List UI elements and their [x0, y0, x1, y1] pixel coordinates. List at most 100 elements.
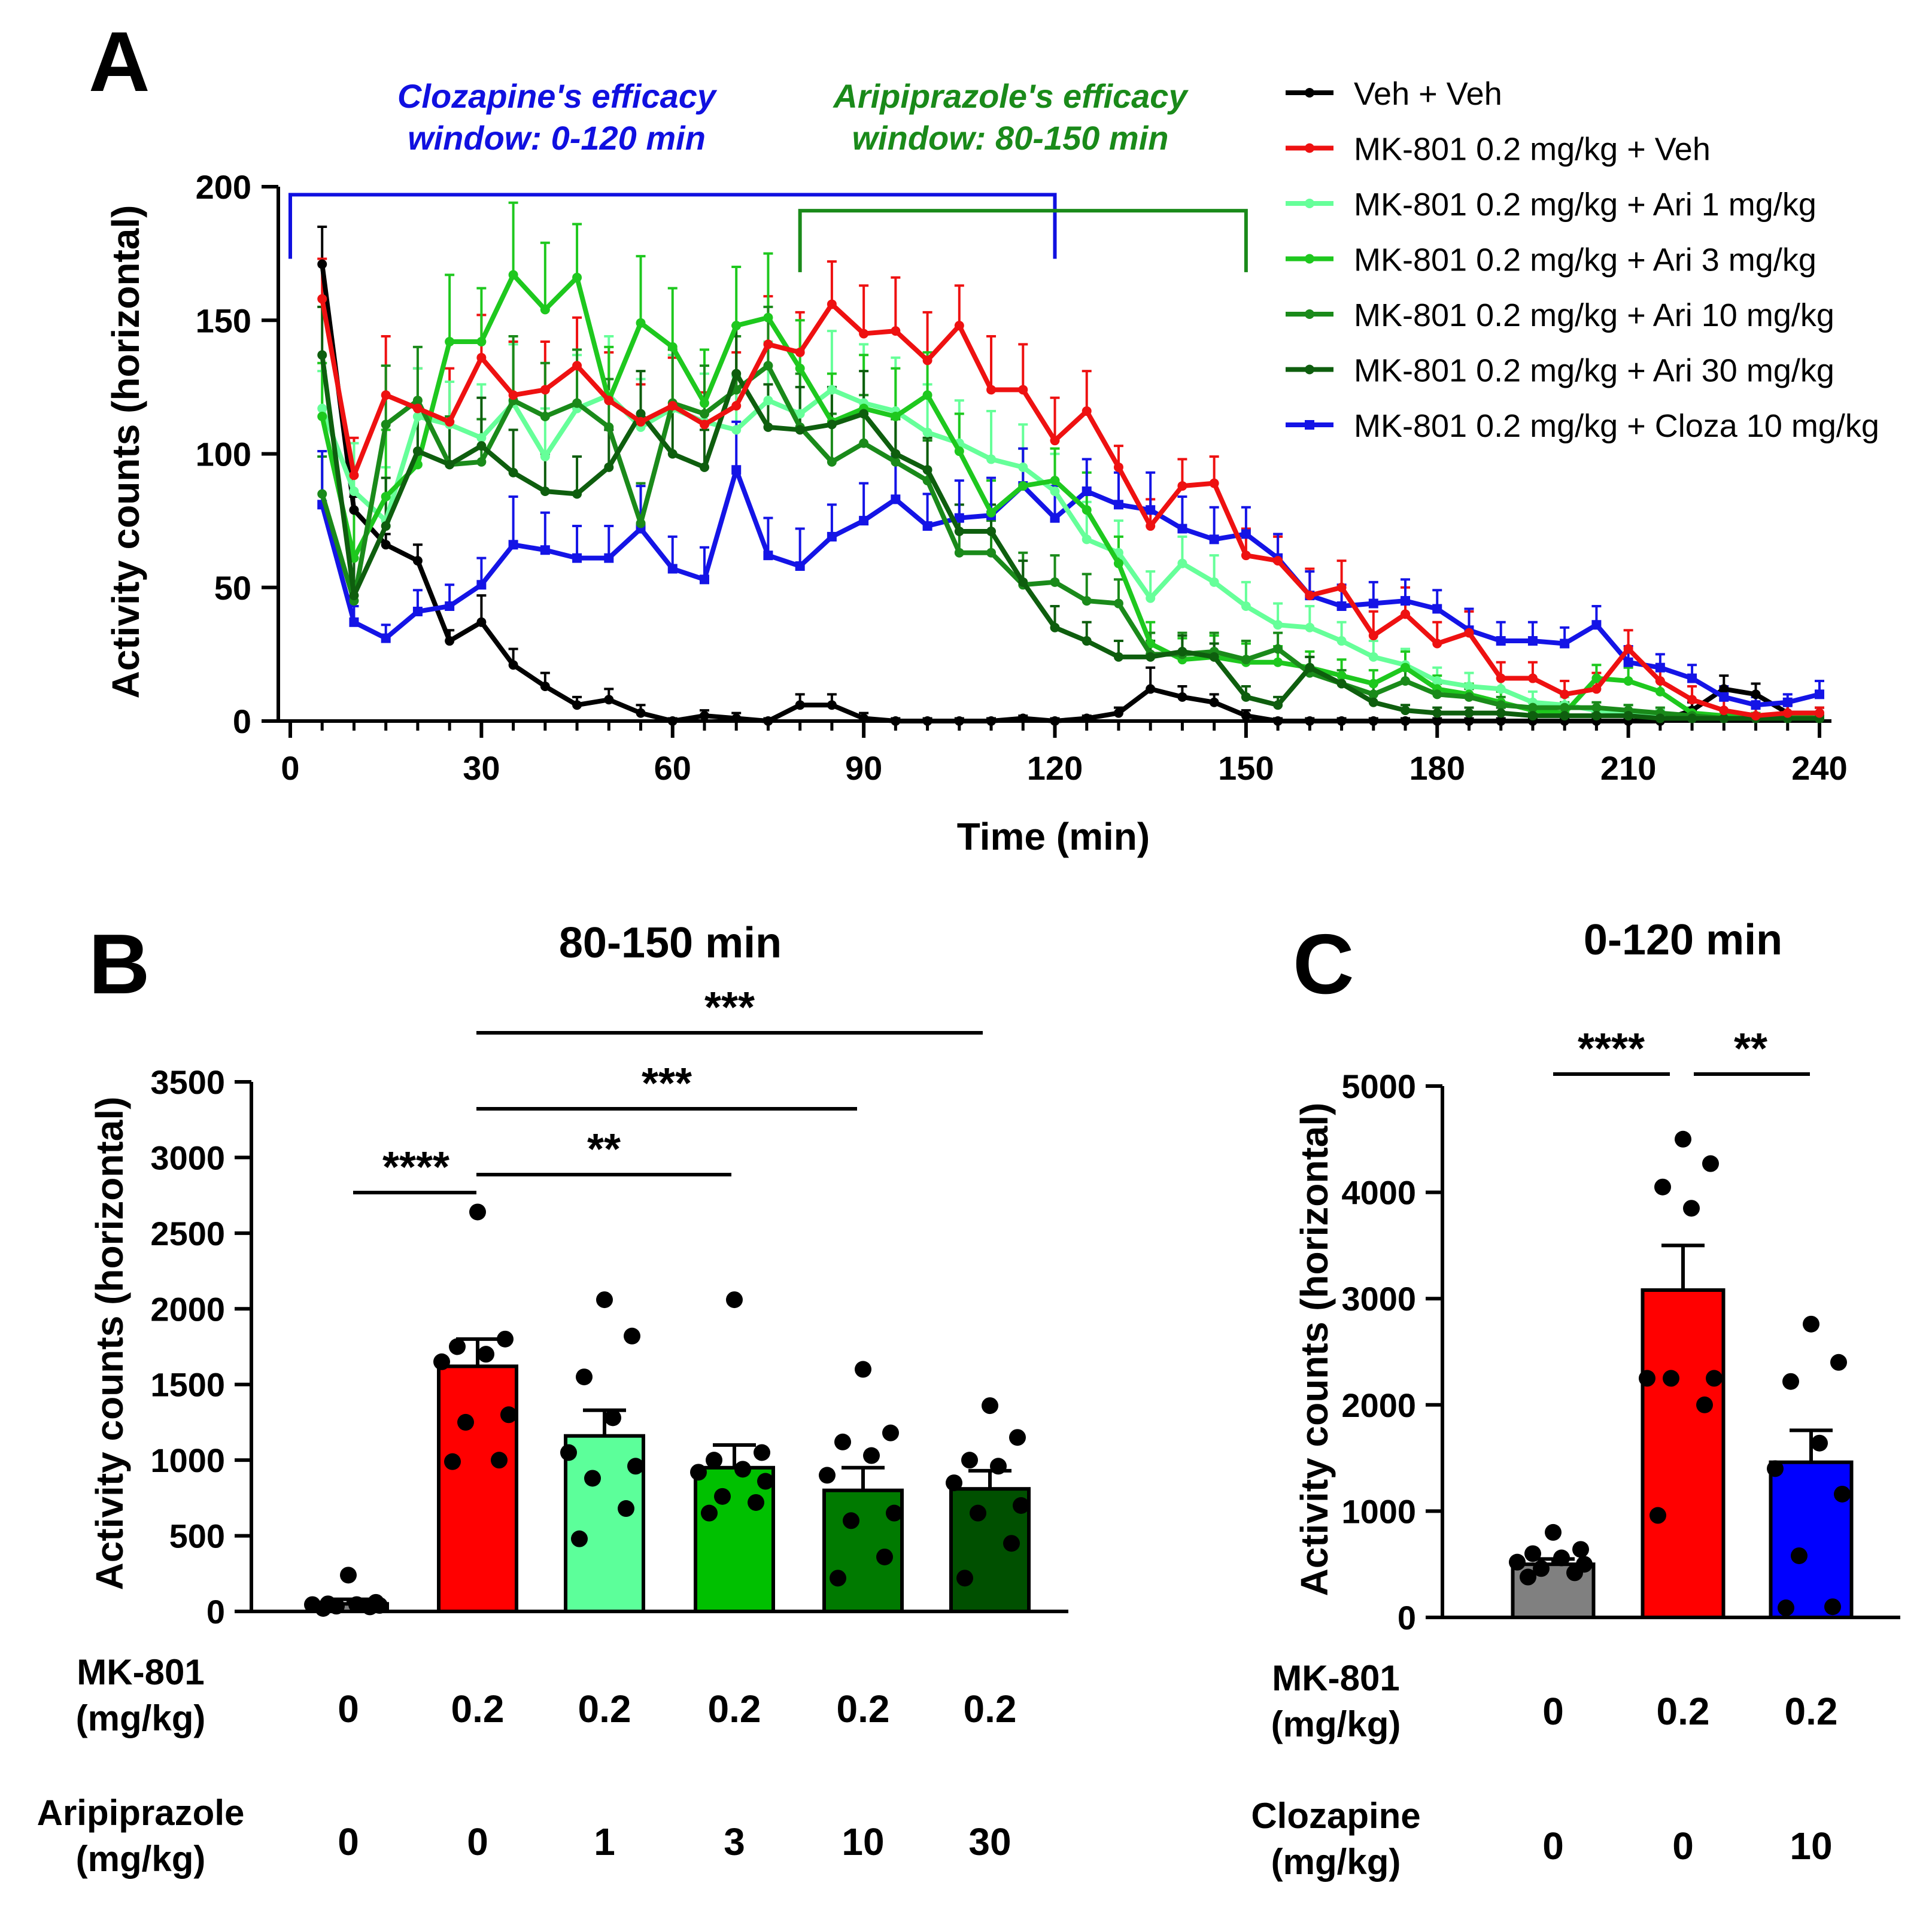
data-point	[1432, 689, 1442, 700]
individual-point	[1572, 1541, 1589, 1558]
data-point	[1209, 652, 1219, 662]
data-point	[1496, 673, 1506, 683]
data-point	[1655, 713, 1665, 723]
data-point	[1177, 558, 1187, 568]
individual-point	[961, 1452, 978, 1469]
data-point	[667, 342, 678, 352]
data-point	[1050, 436, 1060, 446]
individual-point	[886, 1504, 903, 1522]
data-point	[763, 396, 773, 406]
aripiprazole-window-annotation-line-2: window: 80-150 min	[852, 119, 1169, 157]
data-point	[1050, 513, 1060, 523]
data-point	[476, 441, 487, 451]
individual-point	[444, 1453, 461, 1470]
data-point	[1527, 711, 1538, 721]
data-point	[731, 465, 742, 475]
data-point	[1113, 462, 1123, 472]
data-point	[1336, 716, 1347, 726]
bar	[1769, 1460, 1854, 1620]
data-point	[1432, 604, 1442, 614]
data-point	[1241, 711, 1251, 721]
mk801-dose: 0.2	[708, 1687, 761, 1731]
x-tick-label: 0	[281, 749, 299, 787]
data-point	[922, 390, 932, 400]
data-point	[922, 521, 932, 531]
data-point	[1082, 534, 1092, 545]
individual-point	[348, 1596, 365, 1613]
data-point	[699, 711, 709, 721]
data-point	[1368, 697, 1378, 707]
individual-point	[1650, 1507, 1666, 1524]
data-point	[1368, 631, 1378, 641]
panel-a-xlabel: Time (min)	[957, 815, 1150, 858]
data-point	[572, 272, 582, 282]
series-line	[320, 363, 1819, 721]
data-point	[1146, 593, 1156, 603]
data-point	[1241, 692, 1251, 702]
individual-point	[706, 1452, 722, 1469]
data-point	[381, 390, 391, 400]
data-point	[827, 419, 837, 430]
data-point	[859, 409, 869, 419]
data-point	[508, 540, 518, 550]
y-tick-label: 0	[233, 702, 251, 740]
data-point	[1623, 711, 1633, 721]
individual-point	[304, 1596, 321, 1613]
individual-point	[1696, 1396, 1713, 1413]
data-point	[1464, 628, 1474, 638]
panel-a-errorbars	[317, 201, 1824, 721]
data-point	[1050, 622, 1060, 632]
individual-point	[834, 1433, 851, 1450]
data-point	[1655, 676, 1665, 686]
individual-point	[320, 1595, 336, 1613]
drug-dose: 0	[338, 1820, 359, 1863]
data-point	[731, 425, 742, 435]
data-point	[954, 446, 964, 457]
data-point	[1209, 534, 1219, 545]
data-point	[763, 716, 773, 726]
data-point	[317, 489, 327, 499]
data-point	[572, 553, 582, 563]
x-tick-label: 60	[654, 749, 691, 787]
data-point	[699, 574, 709, 585]
drug-dose: 3	[724, 1820, 745, 1863]
panel-b-dose-table: MK-801 (mg/kg) Aripiprazole (mg/kg) 0 0.2…	[37, 1652, 1017, 1879]
panel-c: C 0-120 min Activity counts (horizontal)…	[1251, 916, 1900, 1882]
data-point	[1496, 684, 1506, 694]
data-point	[1336, 601, 1347, 612]
mk801-dose: 0	[1542, 1690, 1564, 1733]
y-tick-label: 2500	[150, 1215, 225, 1252]
data-point	[1209, 478, 1219, 488]
data-point	[1432, 716, 1442, 726]
drug-dose: 10	[1790, 1824, 1832, 1868]
data-point	[1241, 529, 1251, 539]
data-point	[986, 507, 997, 518]
data-point	[381, 491, 391, 501]
individual-point	[734, 1461, 751, 1478]
data-point	[636, 518, 646, 528]
data-point	[1496, 708, 1506, 718]
panel-a-axes: 0 30 60 90 120 150 180 210 240 0 50 100 150 200	[196, 168, 1848, 787]
panel-a: A Clozapine's efficacy window: 0-120 min…	[89, 14, 1879, 858]
legend-item: MK-801 0.2 mg/kg + Veh	[1286, 132, 1711, 168]
data-point	[667, 564, 678, 574]
legend-label: MK-801 0.2 mg/kg + Ari 30 mg/kg	[1354, 353, 1834, 389]
data-point	[476, 352, 487, 363]
significance-label: ****	[382, 1143, 449, 1191]
data-point	[891, 326, 901, 336]
data-point	[763, 361, 773, 371]
data-point	[412, 403, 423, 413]
data-point	[954, 513, 964, 523]
mk801-dose: 0.2	[837, 1687, 890, 1731]
data-point	[859, 438, 869, 448]
data-point	[763, 551, 773, 561]
significance-bracket: **	[476, 1126, 731, 1176]
legend-label: MK-801 0.2 mg/kg + Cloza 10 mg/kg	[1354, 408, 1879, 444]
individual-point	[1013, 1497, 1029, 1514]
data-point	[827, 299, 837, 309]
individual-point	[1003, 1535, 1020, 1552]
data-point	[1591, 684, 1602, 694]
data-point	[445, 336, 455, 346]
data-point	[445, 636, 455, 646]
data-point	[1113, 558, 1123, 568]
